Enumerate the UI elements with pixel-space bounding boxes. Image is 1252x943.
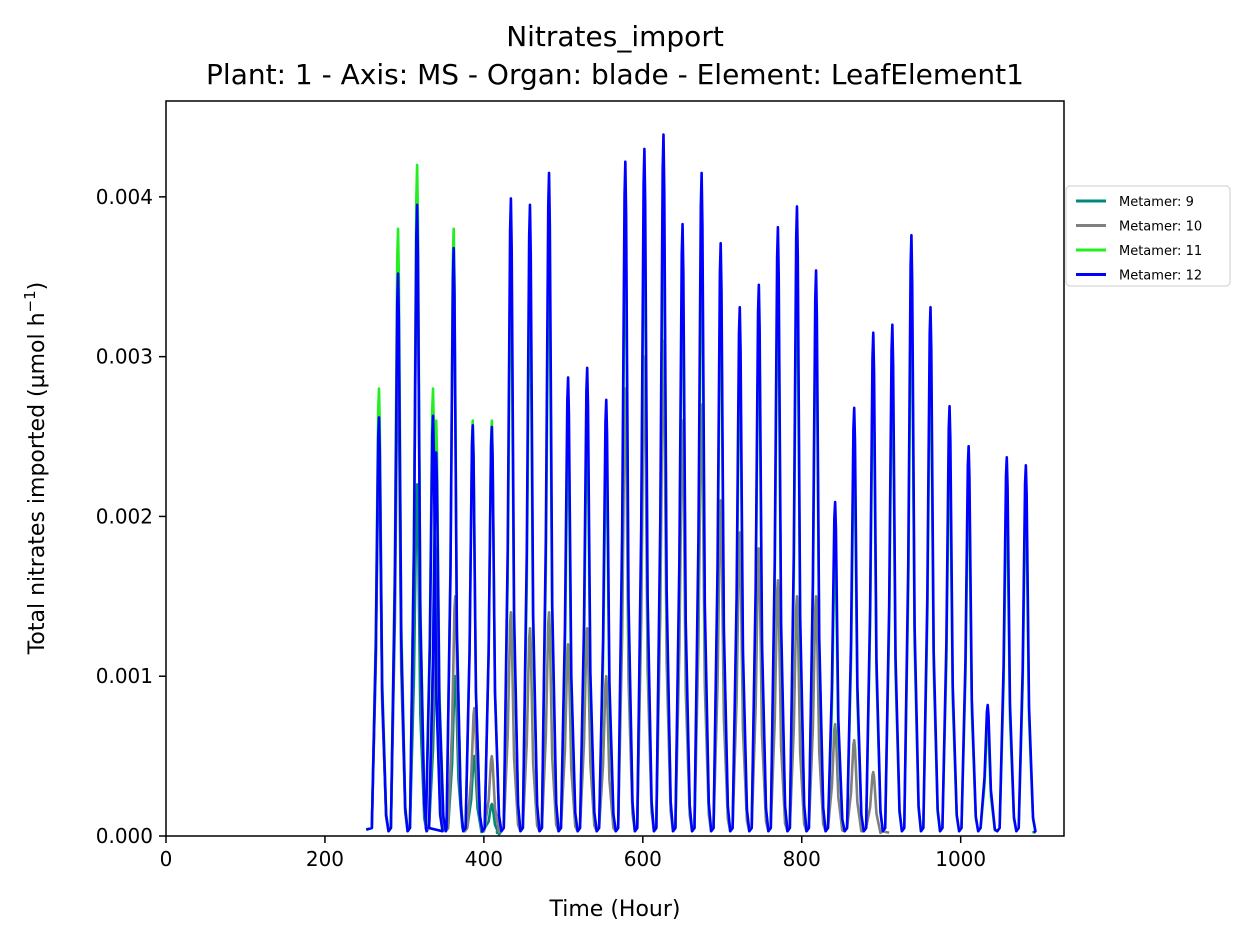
legend: Metamer: 9 Metamer: 10 Metamer: 11 Metamer:… bbox=[1065, 185, 1231, 287]
y-tick-label: 0.003 bbox=[96, 345, 153, 369]
x-axis-label: Time (Hour) bbox=[549, 897, 681, 922]
x-tick-label: 1000 bbox=[935, 847, 986, 871]
x-tick-label: 400 bbox=[465, 847, 503, 871]
legend-label: Metamer: 11 bbox=[1119, 244, 1202, 259]
legend-frame bbox=[1065, 185, 1231, 287]
y-tick-label: 0.001 bbox=[96, 664, 153, 688]
legend-label: Metamer: 10 bbox=[1119, 220, 1202, 235]
chart-subtitle: Plant: 1 - Axis: MS - Organ: blade - Ele… bbox=[206, 58, 1024, 91]
x-axis: 0 200 400 600 800 1000 bbox=[160, 836, 986, 871]
legend-label: Metamer: 12 bbox=[1119, 269, 1202, 284]
y-axis: 0.000 0.001 0.002 0.003 0.004 bbox=[96, 185, 166, 848]
x-tick-label: 0 bbox=[160, 847, 173, 871]
plot-frame bbox=[165, 100, 1065, 837]
y-axis-label: Total nitrates imported (µmol h−1) bbox=[21, 282, 50, 656]
y-tick-label: 0.002 bbox=[96, 504, 153, 528]
legend-label: Metamer: 9 bbox=[1119, 195, 1194, 210]
y-axis-label-sup: −1 bbox=[21, 290, 39, 312]
series-line-4 bbox=[365, 133, 1037, 834]
x-tick-label: 200 bbox=[306, 847, 344, 871]
y-axis-label-close: ) bbox=[25, 282, 50, 291]
series-layer bbox=[365, 133, 1037, 836]
y-axis-label-main: Total nitrates imported (µmol h bbox=[25, 312, 50, 655]
y-tick-label: 0.000 bbox=[96, 824, 153, 848]
x-tick-label: 600 bbox=[624, 847, 662, 871]
chart-title: Nitrates_import bbox=[506, 20, 724, 53]
y-tick-label: 0.004 bbox=[96, 185, 153, 209]
x-tick-label: 800 bbox=[783, 847, 821, 871]
